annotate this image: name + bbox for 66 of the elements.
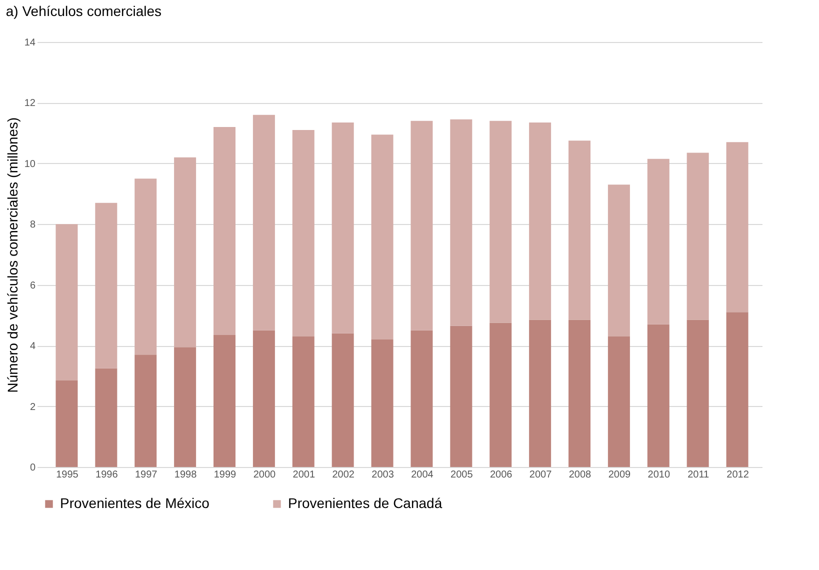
bar (214, 127, 236, 335)
y-tick-label: 12 (24, 98, 36, 110)
bar (332, 122, 354, 334)
bar (174, 347, 196, 467)
x-tick-label: 1997 (134, 470, 158, 480)
y-tick-label: 4 (30, 341, 36, 352)
x-tick-label: 2006 (490, 470, 513, 480)
x-tick-label: 2003 (372, 470, 394, 480)
bar (332, 333, 354, 467)
legend-label: Provenientes de Canadá (288, 495, 442, 511)
bar (292, 336, 314, 467)
bar (56, 380, 78, 467)
bar (608, 336, 630, 467)
x-tick-label: 2008 (568, 470, 592, 480)
bar (490, 120, 512, 323)
x-tick-label: 1999 (214, 470, 237, 480)
bar (529, 122, 552, 320)
x-tick-label: 2007 (529, 470, 552, 480)
bar (529, 320, 552, 467)
bar (490, 322, 512, 467)
bar (608, 184, 630, 336)
bar (647, 158, 670, 324)
x-tick-label: 2010 (648, 470, 670, 480)
bar (134, 354, 157, 467)
bar (410, 330, 433, 467)
bar (252, 330, 275, 467)
bar (95, 368, 118, 467)
x-tick-label: 2005 (450, 470, 474, 480)
bar (568, 140, 590, 320)
y-tick-label: 10 (24, 158, 36, 170)
bar (134, 178, 157, 355)
x-tick-label: 2000 (253, 470, 276, 480)
y-tick-label: 0 (30, 462, 36, 474)
x-tick-label: 2011 (688, 470, 710, 480)
bar (450, 326, 472, 467)
bar (292, 130, 314, 336)
bar (726, 142, 748, 312)
x-tick-label: 2001 (292, 470, 316, 480)
bar (252, 114, 275, 330)
bar (686, 320, 709, 467)
bar (174, 157, 196, 348)
x-tick-label: 2004 (411, 470, 434, 480)
x-tick-label: 2012 (726, 470, 750, 480)
bar (214, 334, 236, 467)
y-tick-label: 14 (24, 38, 36, 48)
x-tick-label: 2009 (608, 470, 632, 480)
chart-title: a) Vehículos comerciales (6, 3, 162, 19)
bar (568, 320, 590, 467)
bar (95, 202, 118, 368)
bar (371, 134, 394, 340)
y-tick-label: 6 (30, 280, 36, 292)
bar (450, 119, 472, 326)
bar (410, 120, 433, 330)
x-tick-label: 1998 (174, 470, 198, 480)
bar (726, 312, 748, 467)
x-tick-label: 2002 (332, 470, 355, 480)
y-tick-label: 2 (30, 402, 36, 413)
x-tick-label: 1996 (96, 470, 118, 480)
x-tick-label: 1995 (56, 470, 79, 480)
legend-label: Provenientes de México (60, 495, 210, 511)
bar (686, 152, 709, 320)
bar (371, 340, 394, 467)
y-tick-label: 8 (30, 220, 36, 231)
bar (647, 324, 670, 467)
bar (56, 224, 78, 380)
y-axis-title: Número de vehículos comerciales (millones) (4, 117, 20, 393)
